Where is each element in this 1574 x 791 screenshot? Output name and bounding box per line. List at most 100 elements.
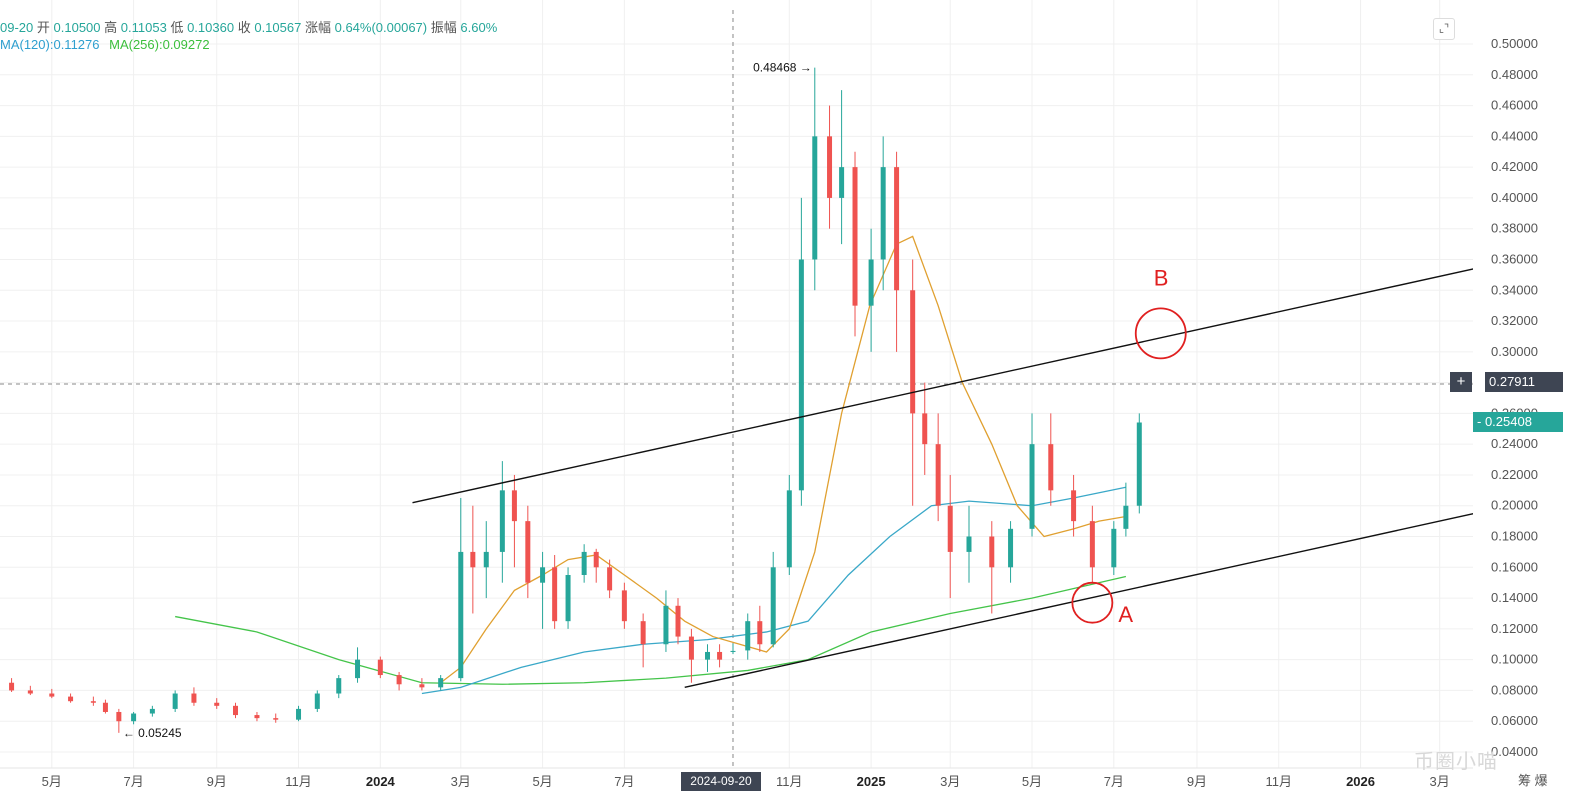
y-tick-label: 0.46000 (1491, 98, 1538, 113)
amplitude-label: 振幅 (430, 20, 457, 35)
add-alert-plus-icon[interactable]: + (1450, 372, 1472, 392)
open-label: 开 (36, 20, 50, 35)
candle-body (607, 567, 613, 591)
circle-a (1071, 581, 1114, 624)
crosshair-price-tag: 0.27911 (1485, 372, 1563, 392)
candle-body (233, 705, 239, 716)
low-value: 0.10360 (187, 20, 235, 35)
candle-body (852, 167, 858, 306)
circle-b (1134, 307, 1187, 360)
ma256-legend: MA(256):0.09272 (109, 37, 210, 52)
candle-body (868, 259, 874, 306)
open-value: 0.10500 (53, 20, 101, 35)
candle-body (499, 490, 505, 552)
close-value: 0.10567 (254, 20, 302, 35)
candle-body (663, 605, 669, 645)
x-tick-label: 3月 (940, 774, 960, 789)
x-tick-label: 2025 (857, 774, 886, 789)
x-tick-label: 7月 (123, 774, 143, 789)
candle-body (1048, 444, 1054, 491)
candle-body (880, 167, 886, 260)
label-b: B (1154, 266, 1169, 291)
last-price-value: 0.25408 (1484, 414, 1532, 429)
y-tick-label: 0.20000 (1491, 498, 1538, 513)
candle-body (131, 713, 137, 722)
trendline-upper (412, 266, 1482, 504)
candle-body (593, 551, 599, 568)
candle-body (705, 651, 711, 660)
y-tick-label: 0.22000 (1491, 467, 1538, 482)
last-price-tag: - 0.25408 (1473, 412, 1563, 432)
y-tick-label: 0.08000 (1491, 682, 1538, 697)
x-tick-label: 3月 (1430, 774, 1450, 789)
candle-body (717, 651, 723, 660)
x-tick-label: 5月 (1022, 774, 1042, 789)
candle-body (172, 693, 178, 709)
candle-body (116, 711, 122, 722)
y-tick-label: 0.04000 (1491, 744, 1538, 759)
candle-body (910, 290, 916, 414)
candle-body (296, 708, 302, 720)
candle-body (458, 551, 464, 679)
candle-body (745, 621, 751, 651)
candle-body (470, 551, 476, 568)
trendlines (412, 266, 1482, 689)
amplitude-value: 6.60% (460, 20, 498, 35)
candle-body (191, 693, 197, 703)
candle-body (565, 575, 571, 622)
candle-body (27, 690, 33, 694)
candle-body (396, 675, 402, 685)
ma-short-line (440, 235, 1126, 684)
candle-body (675, 605, 681, 637)
ma-legend: MA(120):0.11276 MA(256):0.09272 (0, 37, 210, 52)
candle-body (102, 702, 108, 712)
x-tick-label: 9月 (1187, 774, 1207, 789)
ma256-line (175, 575, 1127, 685)
high-value: 0.11053 (120, 20, 167, 35)
candle-body (377, 659, 383, 676)
close-label: 收 (237, 20, 251, 35)
y-tick-label: 0.50000 (1491, 36, 1538, 51)
y-tick-label: 0.14000 (1491, 590, 1538, 605)
crosshair-date-tag: 2024-09-20 (681, 772, 761, 791)
candle-body (798, 259, 804, 491)
x-tick-label: 5月 (42, 774, 62, 789)
candle-body (581, 551, 587, 575)
y-tick-label: 0.34000 (1491, 282, 1538, 297)
annotations: 0.48468 → ← 0.05245 A B (123, 61, 1187, 740)
x-tick-label: 11月 (1265, 774, 1292, 789)
y-tick-label: 0.40000 (1491, 190, 1538, 205)
label-a: A (1118, 602, 1133, 627)
y-tick-label: 0.36000 (1491, 251, 1538, 266)
y-tick-label: 0.18000 (1491, 529, 1538, 544)
y-tick-label: 0.38000 (1491, 221, 1538, 236)
candle-body (812, 136, 818, 260)
y-tick-label: 0.48000 (1491, 67, 1538, 82)
candle-body (1089, 521, 1095, 568)
candle-body (254, 715, 260, 719)
high-label: 0.48468 → (753, 61, 812, 75)
ohlc-readout: 09-20 开 0.10500 高 0.11053 低 0.10360 收 0.… (0, 17, 497, 36)
ohlc-date: 09-20 (0, 20, 34, 35)
candle-body (1123, 505, 1129, 529)
fullscreen-icon[interactable]: ⌞⌝ (1433, 18, 1455, 40)
price-axis-bg (1473, 0, 1574, 791)
high-label: 高 (104, 20, 118, 35)
candle-body (68, 696, 74, 702)
y-tick-label: 0.42000 (1491, 159, 1538, 174)
low-label: 低 (170, 20, 184, 35)
x-tick-label: 2026 (1346, 774, 1375, 789)
x-tick-label: 7月 (1104, 774, 1124, 789)
candle-body (1071, 490, 1077, 522)
candle-body (770, 567, 776, 645)
candle-body (947, 505, 953, 552)
y-tick-label: 0.10000 (1491, 652, 1538, 667)
candle-body (1008, 528, 1014, 568)
y-tick-label: 0.16000 (1491, 559, 1538, 574)
candle-body (894, 167, 900, 291)
candle-body (540, 567, 546, 583)
candle-body (90, 701, 96, 703)
candle-body (149, 708, 155, 714)
